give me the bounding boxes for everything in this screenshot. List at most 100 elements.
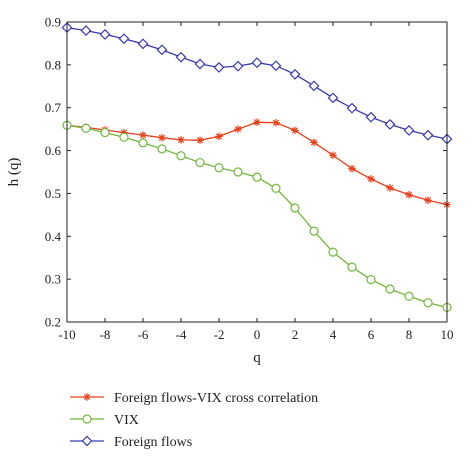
asterisk-stroke <box>329 152 337 159</box>
data-point <box>137 38 149 50</box>
x-tick-label: 8 <box>406 327 413 342</box>
data-point <box>195 157 205 168</box>
data-point <box>194 58 206 70</box>
data-point <box>291 126 299 135</box>
data-point <box>99 28 111 40</box>
x-tick-label: -2 <box>214 327 225 342</box>
asterisk-stroke <box>424 197 432 204</box>
legend-label: Foreign flows <box>114 435 192 450</box>
data-point <box>366 274 376 285</box>
data-point <box>80 25 92 37</box>
legend: Foreign flows-VIX cross correlation VIX Fo… <box>70 391 318 450</box>
x-tick-label: -4 <box>176 327 187 342</box>
data-point <box>310 138 318 147</box>
data-point <box>158 133 166 142</box>
x-tick-label: 10 <box>441 327 454 342</box>
x-tick-label: -10 <box>58 327 75 342</box>
data-point <box>290 203 300 213</box>
asterisk-stroke <box>234 126 242 133</box>
x-tick-label: -8 <box>100 327 111 342</box>
data-point <box>214 163 224 173</box>
data-point <box>138 138 148 148</box>
data-point <box>328 247 338 257</box>
data-point <box>271 183 281 193</box>
data-point <box>176 151 186 161</box>
data-point <box>118 33 130 45</box>
data-point <box>252 172 262 182</box>
asterisk-stroke <box>348 165 356 172</box>
data-point <box>423 298 433 308</box>
data-point <box>365 111 377 123</box>
x-tick-label: 4 <box>330 327 337 342</box>
data-point <box>177 136 185 144</box>
x-tick-label: 0 <box>254 327 261 342</box>
data-point <box>348 164 356 173</box>
data-point <box>251 57 263 69</box>
data-point <box>404 291 414 301</box>
legend-marker <box>82 414 92 424</box>
data-point <box>289 68 301 80</box>
data-point <box>81 123 91 133</box>
data-point <box>196 136 204 145</box>
asterisk-stroke <box>310 139 318 146</box>
y-tick-label: 0.3 <box>45 272 61 287</box>
data-point <box>309 226 319 236</box>
data-point <box>232 60 244 72</box>
data-point <box>234 125 242 133</box>
asterisk-stroke <box>196 137 204 144</box>
data-point <box>100 127 110 138</box>
data-point <box>253 118 261 127</box>
data-point <box>233 167 243 177</box>
asterisk-stroke <box>158 134 166 141</box>
y-tick-label: 0.6 <box>45 143 62 158</box>
data-point <box>403 124 415 136</box>
data-point <box>422 129 434 141</box>
asterisk-stroke <box>272 119 280 126</box>
asterisk-stroke <box>215 133 223 140</box>
legend-label: VIX <box>114 413 139 428</box>
data-point <box>156 44 168 56</box>
data-point <box>386 184 394 192</box>
data-point <box>270 60 282 72</box>
data-point <box>347 262 357 272</box>
asterisk-stroke <box>405 191 413 198</box>
x-tick-label: -6 <box>138 327 149 342</box>
y-tick-label: 0.9 <box>45 15 61 30</box>
asterisk-stroke <box>253 119 261 126</box>
series-1 <box>63 118 451 209</box>
asterisk-stroke <box>386 184 394 191</box>
data-point <box>424 196 432 205</box>
asterisk-stroke <box>177 136 185 143</box>
data-point <box>327 92 339 104</box>
y-tick-label: 0.4 <box>45 229 62 244</box>
legend-entry: VIX <box>70 413 139 428</box>
x-tick-label: 2 <box>292 327 299 342</box>
legend-marker <box>81 435 93 447</box>
data-point <box>346 102 358 114</box>
series-3 <box>61 22 453 145</box>
data-point <box>215 132 223 141</box>
data-point <box>405 190 413 199</box>
series-2 <box>62 120 452 313</box>
data-point <box>385 284 395 294</box>
data-point <box>213 61 225 73</box>
asterisk-stroke <box>367 175 375 182</box>
series-line <box>66 124 448 309</box>
asterisk-stroke <box>291 127 299 134</box>
legend-marker <box>83 393 91 401</box>
asterisk-stroke <box>83 393 91 401</box>
data-point <box>384 118 396 130</box>
legend-entry: Foreign flows-VIX cross correlation <box>70 391 318 406</box>
y-axis-title: h (q) <box>6 158 22 187</box>
series-layer <box>61 22 453 313</box>
data-point <box>272 118 280 127</box>
data-point <box>367 175 375 183</box>
y-tick-label: 0.8 <box>45 57 61 72</box>
data-point <box>175 51 187 63</box>
data-point <box>139 131 147 139</box>
data-point <box>157 144 167 154</box>
legend-entry: Foreign flows <box>70 435 192 450</box>
x-tick-label: 6 <box>368 327 375 342</box>
y-tick-label: 0.7 <box>45 100 62 115</box>
